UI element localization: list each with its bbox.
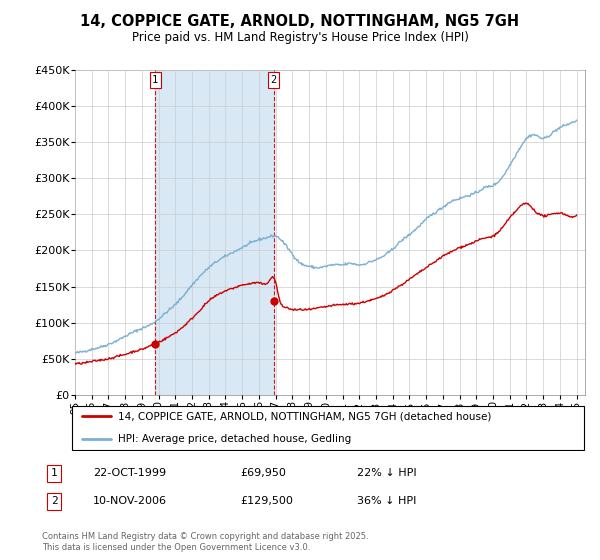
Text: 22% ↓ HPI: 22% ↓ HPI — [357, 468, 416, 478]
Text: 2: 2 — [271, 75, 277, 85]
FancyBboxPatch shape — [71, 406, 584, 450]
Text: £129,500: £129,500 — [240, 496, 293, 506]
Text: 14, COPPICE GATE, ARNOLD, NOTTINGHAM, NG5 7GH: 14, COPPICE GATE, ARNOLD, NOTTINGHAM, NG… — [80, 14, 520, 29]
Text: 1: 1 — [50, 468, 58, 478]
Text: 36% ↓ HPI: 36% ↓ HPI — [357, 496, 416, 506]
Text: 22-OCT-1999: 22-OCT-1999 — [93, 468, 166, 478]
Text: Contains HM Land Registry data © Crown copyright and database right 2025.
This d: Contains HM Land Registry data © Crown c… — [42, 532, 368, 552]
Text: Price paid vs. HM Land Registry's House Price Index (HPI): Price paid vs. HM Land Registry's House … — [131, 31, 469, 44]
Text: HPI: Average price, detached house, Gedling: HPI: Average price, detached house, Gedl… — [118, 435, 352, 444]
Text: £69,950: £69,950 — [240, 468, 286, 478]
Bar — [155, 70, 274, 395]
Text: 1: 1 — [152, 75, 158, 85]
Text: 2: 2 — [50, 496, 58, 506]
Text: 10-NOV-2006: 10-NOV-2006 — [93, 496, 167, 506]
Text: 14, COPPICE GATE, ARNOLD, NOTTINGHAM, NG5 7GH (detached house): 14, COPPICE GATE, ARNOLD, NOTTINGHAM, NG… — [118, 412, 491, 421]
